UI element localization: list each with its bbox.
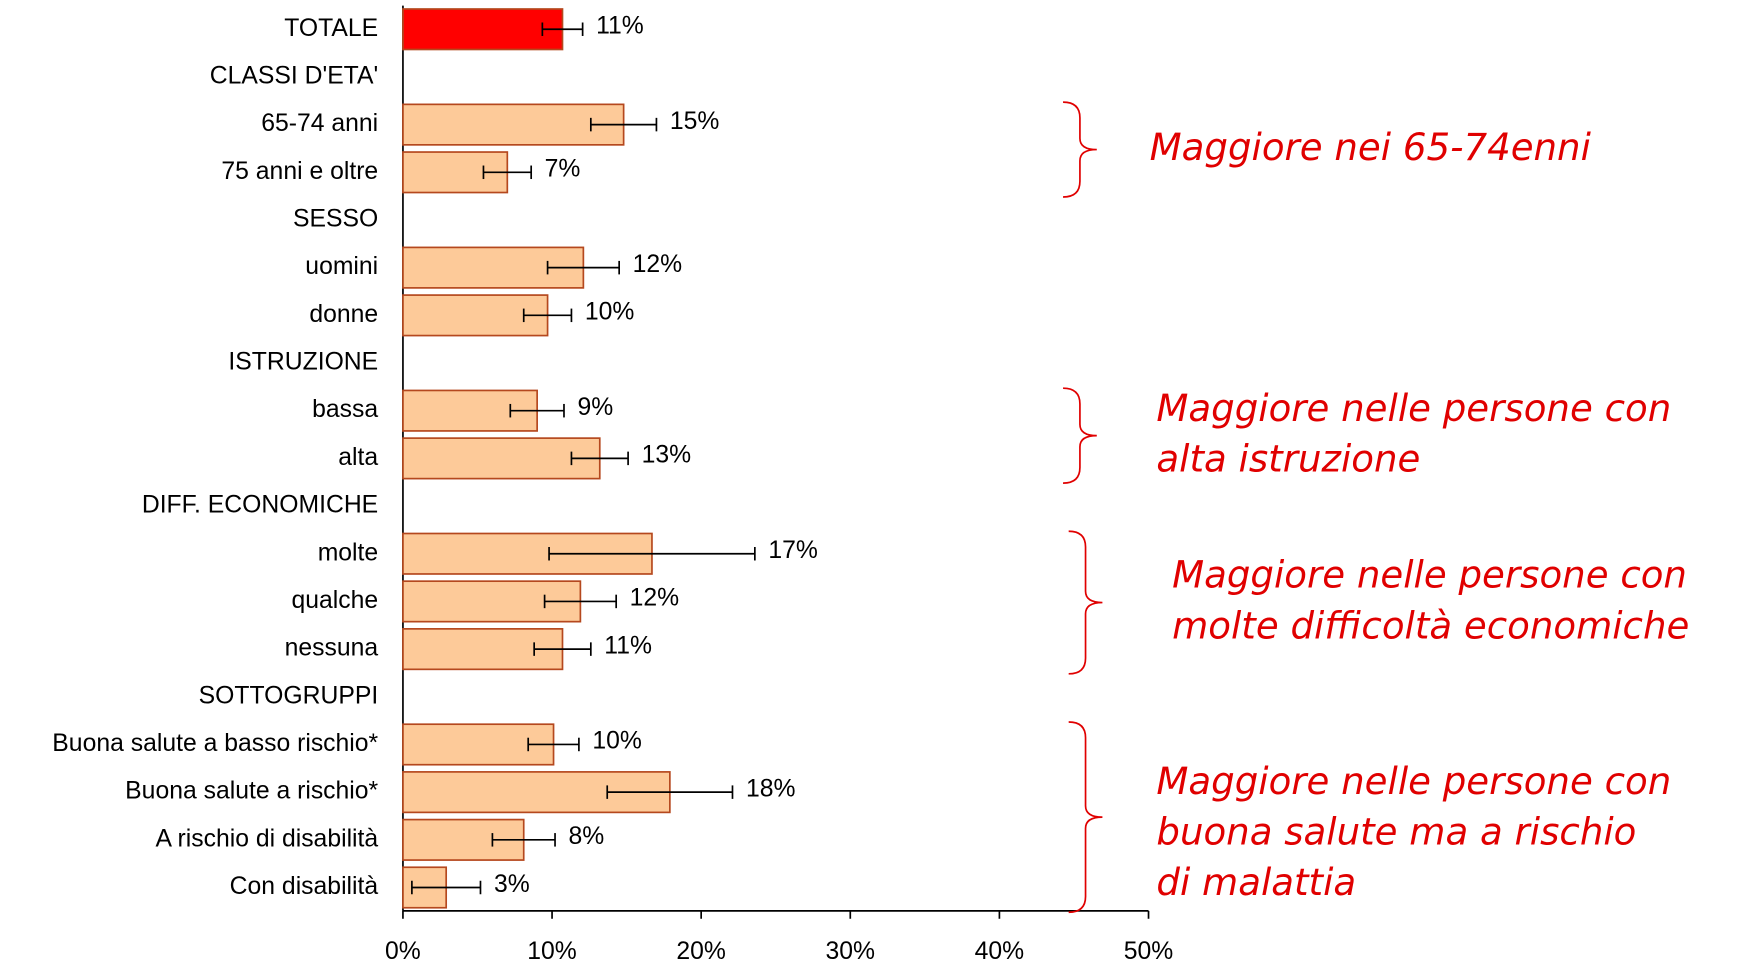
- value-label: 12%: [630, 585, 680, 612]
- value-label: 10%: [592, 728, 642, 755]
- value-label: 7%: [545, 156, 581, 183]
- error-bar: [522, 308, 573, 323]
- error-bar: [509, 403, 565, 418]
- value-label: 18%: [746, 775, 796, 802]
- category-label: DIFF. ECONOMICHE: [142, 492, 378, 519]
- annotation-text: Maggiore nelle persone con: [1172, 554, 1687, 597]
- error-bar: [548, 546, 756, 561]
- category-label: TOTALE: [284, 15, 378, 42]
- annotation-text: Maggiore nelle persone con: [1156, 387, 1671, 430]
- category-label: A rischio di disabilità: [155, 825, 378, 852]
- category-label: alta: [338, 444, 378, 471]
- category-label: nessuna: [285, 635, 379, 662]
- category-label: Con disabilità: [230, 873, 379, 900]
- annotation-brace: [1068, 530, 1103, 675]
- category-label: Buona salute a basso rischio*: [52, 730, 378, 757]
- annotation-text: Maggiore nei 65-74enni: [1150, 126, 1592, 169]
- bar: [402, 8, 564, 51]
- annotation-brace: [1068, 721, 1103, 914]
- category-label: 75 anni e oltre: [221, 158, 378, 185]
- category-label: uomini: [305, 253, 378, 280]
- category-label: molte: [318, 539, 378, 566]
- category-label: 65-74 anni: [261, 110, 378, 137]
- x-tick-label: 30%: [826, 938, 876, 965]
- error-bar: [543, 594, 618, 609]
- category-label: donne: [309, 301, 378, 328]
- x-tick-label: 40%: [975, 938, 1025, 965]
- value-label: 11%: [604, 632, 652, 659]
- error-bar: [570, 451, 629, 466]
- annotation-brace: [1063, 387, 1097, 484]
- category-label: SOTTOGRUPPI: [199, 682, 379, 709]
- x-tick-label: 0%: [385, 938, 421, 965]
- category-label: CLASSI D'ETA': [210, 62, 378, 89]
- category-label: Buona salute a rischio*: [125, 778, 378, 805]
- bar: [402, 103, 625, 146]
- error-bar: [482, 165, 533, 180]
- error-bar: [533, 642, 592, 656]
- value-label: 10%: [585, 299, 635, 326]
- value-label: 13%: [642, 442, 692, 469]
- annotation-text: di malattia: [1156, 861, 1356, 904]
- value-label: 3%: [494, 871, 530, 898]
- error-bar: [411, 880, 482, 895]
- value-label: 12%: [633, 251, 683, 278]
- annotation-text: Maggiore nelle persone con: [1156, 760, 1671, 803]
- category-label: ISTRUZIONE: [228, 349, 378, 376]
- value-label: 17%: [768, 537, 818, 564]
- error-bar: [546, 260, 620, 275]
- category-label: bassa: [312, 396, 378, 423]
- bar: [402, 437, 601, 480]
- category-label: SESSO: [293, 205, 378, 232]
- value-label: 15%: [670, 108, 720, 135]
- annotation-text: buona salute ma a rischio: [1156, 810, 1636, 853]
- value-label: 9%: [577, 394, 613, 421]
- x-tick-label: 50%: [1124, 938, 1174, 965]
- x-tick-label: 10%: [527, 938, 577, 965]
- annotation-text: alta istruzione: [1156, 437, 1420, 480]
- error-bar: [491, 833, 556, 847]
- value-label: 8%: [569, 823, 605, 850]
- x-tick-label: 20%: [676, 938, 726, 965]
- category-label: qualche: [292, 587, 379, 614]
- annotation-text: molte difficoltà economiche: [1172, 604, 1689, 647]
- error-bar: [606, 785, 734, 799]
- error-bar: [541, 22, 584, 36]
- value-label: 11%: [596, 13, 644, 40]
- annotation-brace: [1063, 101, 1097, 198]
- error-bar: [589, 117, 658, 132]
- error-bar: [527, 737, 580, 752]
